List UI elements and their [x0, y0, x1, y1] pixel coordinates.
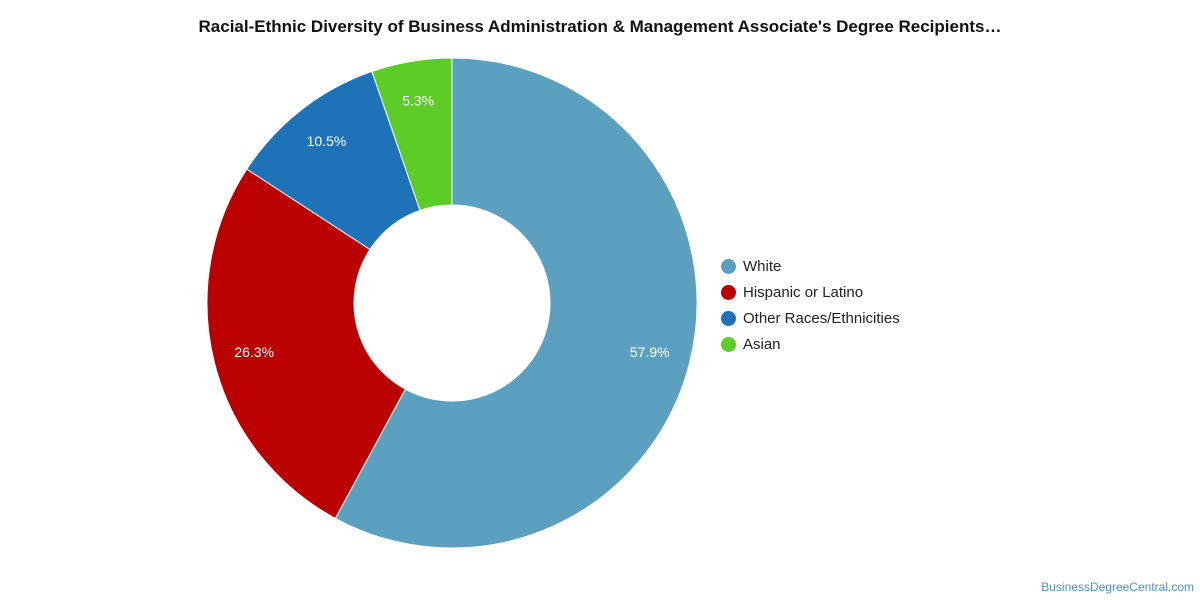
legend-label-hispanic-or-latino: Hispanic or Latino [743, 283, 864, 301]
source-credit-link[interactable]: BusinessDegreeCentral.com [1041, 580, 1194, 594]
legend: White Hispanic or Latino Other Races/Eth… [721, 253, 900, 357]
legend-swatch-hispanic-or-latino [721, 284, 736, 300]
legend-swatch-other-races [721, 310, 736, 326]
slice-white[interactable] [334, 57, 698, 549]
legend-swatch-asian [721, 336, 736, 352]
slice-label-asian: 5.3% [402, 93, 434, 109]
slice-label-hispanic-or-latino: 26.3% [234, 344, 274, 360]
legend-swatch-white [721, 258, 736, 274]
legend-item-white[interactable]: White [721, 253, 900, 279]
slice-other-races-ethnicities[interactable] [246, 70, 421, 251]
slice-asian[interactable] [371, 57, 453, 212]
legend-label-other-races: Other Races/Ethnicities [743, 309, 900, 327]
slice-label-white: 57.9% [630, 344, 670, 360]
slice-label-other-races-ethnicities: 10.5% [307, 133, 347, 149]
slice-hispanic-or-latino[interactable] [206, 168, 407, 520]
legend-label-asian: Asian [743, 335, 781, 353]
legend-item-other-races[interactable]: Other Races/Ethnicities [721, 305, 900, 331]
legend-item-hispanic-or-latino[interactable]: Hispanic or Latino [721, 279, 900, 305]
legend-item-asian[interactable]: Asian [721, 331, 900, 357]
legend-label-white: White [743, 257, 782, 275]
chart-title: Racial-Ethnic Diversity of Business Admi… [198, 17, 1002, 36]
